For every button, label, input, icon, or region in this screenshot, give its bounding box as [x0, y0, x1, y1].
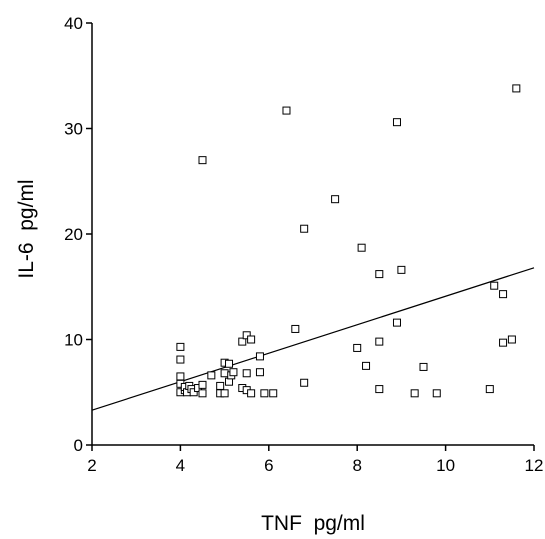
data-point — [255, 352, 264, 361]
data-point — [242, 369, 251, 378]
y-axis-ticks: 0 10 20 30 40 — [64, 14, 92, 455]
data-point — [331, 195, 340, 204]
data-point — [300, 378, 309, 387]
data-point — [397, 265, 406, 274]
data-point — [375, 270, 384, 279]
data-point — [357, 243, 366, 252]
x-tick-label: 10 — [436, 456, 455, 475]
data-point — [512, 84, 521, 93]
data-point — [392, 318, 401, 327]
x-tick-label: 12 — [525, 456, 544, 475]
data-point — [362, 361, 371, 370]
x-tick-label: 6 — [264, 456, 273, 475]
data-point — [255, 368, 264, 377]
data-point — [260, 389, 269, 398]
data-point — [432, 389, 441, 398]
data-point — [507, 335, 516, 344]
y-axis-title: IL-6 pg/ml — [15, 179, 38, 278]
data-point — [375, 385, 384, 394]
data-point — [207, 371, 216, 380]
x-tick-label: 2 — [87, 456, 96, 475]
data-point — [499, 290, 508, 299]
y-tick-label: 30 — [64, 120, 83, 139]
data-point — [189, 388, 198, 397]
data-point — [410, 389, 419, 398]
data-point — [198, 156, 207, 165]
data-point — [291, 324, 300, 333]
x-tick-label: 8 — [352, 456, 361, 475]
plot-area — [91, 84, 535, 411]
data-point — [392, 118, 401, 127]
data-point — [353, 343, 362, 352]
data-point — [198, 389, 207, 398]
y-tick-label: 20 — [64, 225, 83, 244]
data-point — [176, 355, 185, 364]
data-point — [198, 380, 207, 389]
y-tick-label: 10 — [64, 331, 83, 350]
data-point — [375, 337, 384, 346]
x-axis-ticks: 2 4 6 8 10 12 — [87, 445, 543, 475]
data-point — [282, 106, 291, 115]
y-tick-label: 40 — [64, 14, 83, 33]
data-point — [300, 224, 309, 233]
data-point — [419, 362, 428, 371]
data-point — [176, 372, 185, 381]
data-point — [269, 389, 278, 398]
data-point — [485, 385, 494, 394]
data-point — [242, 331, 251, 340]
data-point — [247, 335, 256, 344]
data-point — [229, 368, 238, 377]
data-point — [220, 389, 229, 398]
trend-line — [91, 267, 535, 411]
y-tick-label: 0 — [74, 436, 83, 455]
x-tick-label: 4 — [176, 456, 185, 475]
data-point — [238, 337, 247, 346]
data-point — [490, 281, 499, 290]
data-point — [247, 389, 256, 398]
data-point — [220, 369, 229, 378]
data-point — [216, 381, 225, 390]
data-point — [176, 342, 185, 351]
data-point — [225, 359, 234, 368]
x-axis-title: TNF pg/ml — [261, 512, 365, 535]
data-point — [499, 338, 508, 347]
